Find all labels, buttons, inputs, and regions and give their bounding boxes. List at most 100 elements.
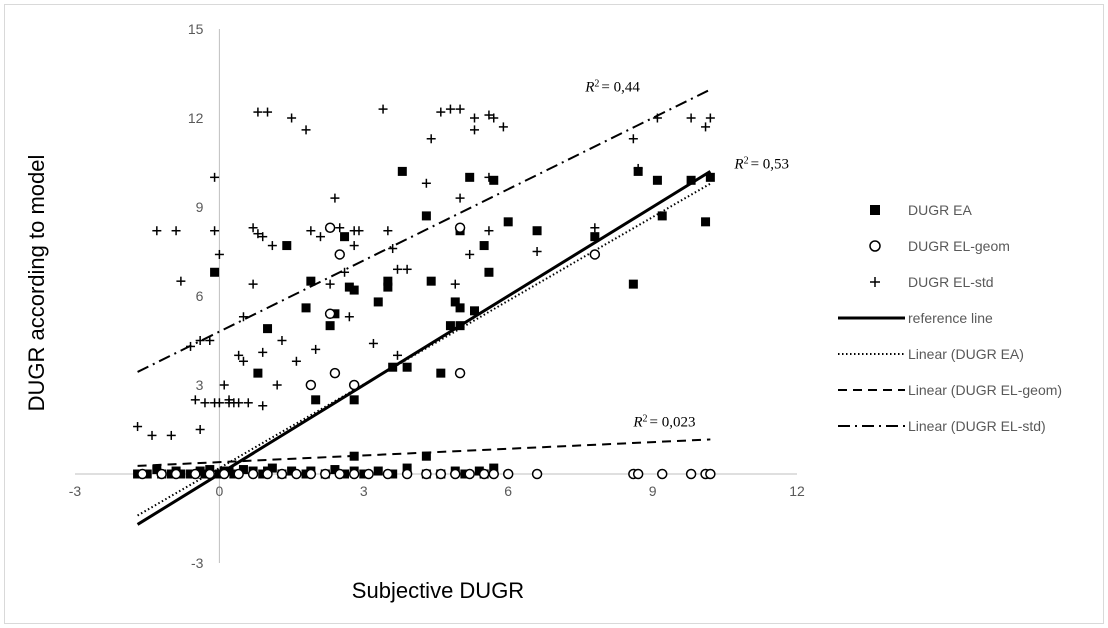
point-dugr-el-std: [652, 113, 662, 123]
point-dugr-el-std: [200, 398, 210, 408]
point-dugr-el-geom: [276, 468, 288, 480]
point-dugr-el-std: [344, 312, 354, 322]
y-axis-title: DUGR according to model: [24, 155, 49, 412]
point-dugr-ea: [282, 241, 292, 251]
point-dugr-el-std: [219, 380, 229, 390]
point-dugr-el-geom: [348, 379, 360, 391]
point-dugr-el-geom: [204, 468, 216, 480]
point-dugr-ea: [489, 175, 499, 185]
point-dugr-el-geom: [454, 367, 466, 379]
point-dugr-el-geom: [705, 468, 716, 480]
point-dugr-el-geom: [320, 468, 331, 480]
point-dugr-el-std: [214, 398, 224, 408]
point-dugr-el-std: [392, 264, 402, 274]
point-dugr-ea: [383, 276, 393, 286]
point-dugr-ea: [349, 451, 359, 461]
point-dugr-el-geom: [382, 468, 394, 480]
point-dugr-ea: [474, 466, 484, 476]
point-dugr-ea: [325, 321, 335, 331]
point-dugr-el-std: [340, 267, 350, 277]
point-dugr-ea: [503, 217, 513, 227]
point-dugr-el-std: [388, 244, 398, 254]
point-dugr-el-std: [186, 341, 196, 351]
y-tick-label: 12: [188, 110, 204, 126]
point-dugr-ea: [705, 172, 715, 182]
point-dugr-el-std: [335, 223, 345, 233]
r-squared-annotations: R2 = 0,44 R2 = 0,53 R2 = 0,023: [584, 78, 789, 431]
point-dugr-el-geom: [488, 468, 500, 480]
point-dugr-el-geom: [464, 468, 475, 480]
point-dugr-ea: [455, 321, 465, 331]
point-dugr-el-geom: [531, 468, 543, 480]
point-dugr-el-std: [484, 172, 494, 182]
legend-label: Linear (DUGR EA): [908, 346, 1024, 362]
point-dugr-el-std: [243, 398, 253, 408]
point-dugr-el-std: [368, 338, 378, 348]
point-dugr-el-geom: [421, 468, 432, 480]
point-dugr-ea: [224, 466, 234, 476]
point-dugr-ea: [402, 362, 412, 372]
point-dugr-el-geom: [262, 468, 273, 480]
point-dugr-el-std: [253, 229, 263, 239]
y-tick-label: 15: [188, 21, 204, 37]
legend: DUGR EA DUGR EL-geom DUGR EL-std reference …: [838, 202, 1062, 434]
point-dugr-el-std: [147, 430, 157, 440]
y-tick-label: 9: [196, 199, 204, 215]
point-dugr-el-geom: [305, 468, 317, 480]
x-tick-label: 6: [504, 483, 512, 499]
legend-label: DUGR EL-std: [908, 274, 994, 290]
point-dugr-ea: [195, 466, 205, 476]
point-dugr-ea: [306, 276, 316, 286]
point-dugr-el-std: [378, 104, 388, 114]
legend-marker: [870, 277, 880, 287]
point-dugr-el-std: [465, 249, 475, 259]
point-dugr-ea: [426, 276, 436, 286]
point-dugr-ea: [455, 303, 465, 313]
point-dugr-el-geom: [435, 468, 447, 480]
point-dugr-el-std: [238, 312, 248, 322]
point-dugr-el-std: [354, 226, 364, 236]
point-dugr-ea: [349, 285, 359, 295]
point-dugr-el-std: [633, 163, 643, 173]
point-dugr-ea: [301, 303, 311, 313]
x-tick-label: 9: [649, 483, 657, 499]
point-dugr-ea: [373, 466, 383, 476]
point-dugr-el-geom: [334, 249, 345, 260]
point-dugr-el-std: [315, 232, 325, 242]
point-dugr-el-geom: [334, 468, 345, 480]
point-dugr-el-geom: [156, 468, 167, 480]
point-dugr-ea: [152, 465, 162, 475]
point-dugr-el-geom: [502, 468, 514, 480]
point-dugr-el-geom: [363, 468, 374, 480]
point-dugr-ea: [479, 241, 489, 251]
point-dugr-ea: [383, 282, 393, 292]
point-dugr-el-std: [234, 398, 244, 408]
point-dugr-ea: [344, 282, 354, 292]
y-tick-label: 6: [196, 288, 204, 304]
point-dugr-ea: [267, 463, 277, 473]
point-dugr-el-geom: [685, 468, 697, 480]
legend-marker: [870, 205, 880, 215]
point-dugr-el-std: [484, 110, 494, 120]
point-dugr-el-std: [484, 226, 494, 236]
axes: [75, 29, 797, 563]
point-dugr-ea: [373, 297, 383, 307]
point-dugr-el-std: [214, 249, 224, 259]
legend-label: DUGR EL-geom: [908, 238, 1010, 254]
point-dugr-el-std: [258, 401, 268, 411]
point-dugr-ea: [489, 463, 499, 473]
point-dugr-ea: [470, 306, 480, 316]
point-dugr-el-geom: [190, 468, 201, 480]
point-dugr-el-geom: [324, 222, 336, 234]
x-axis-title: Subjective DUGR: [352, 578, 524, 603]
point-dugr-el-geom: [632, 468, 644, 480]
point-dugr-el-std: [166, 430, 176, 440]
point-dugr-ea: [263, 324, 273, 334]
point-dugr-el-std: [210, 172, 220, 182]
point-dugr-el-std: [210, 226, 220, 236]
point-dugr-el-std: [498, 122, 508, 132]
point-dugr-ea: [590, 232, 600, 242]
point-dugr-el-std: [532, 247, 542, 256]
